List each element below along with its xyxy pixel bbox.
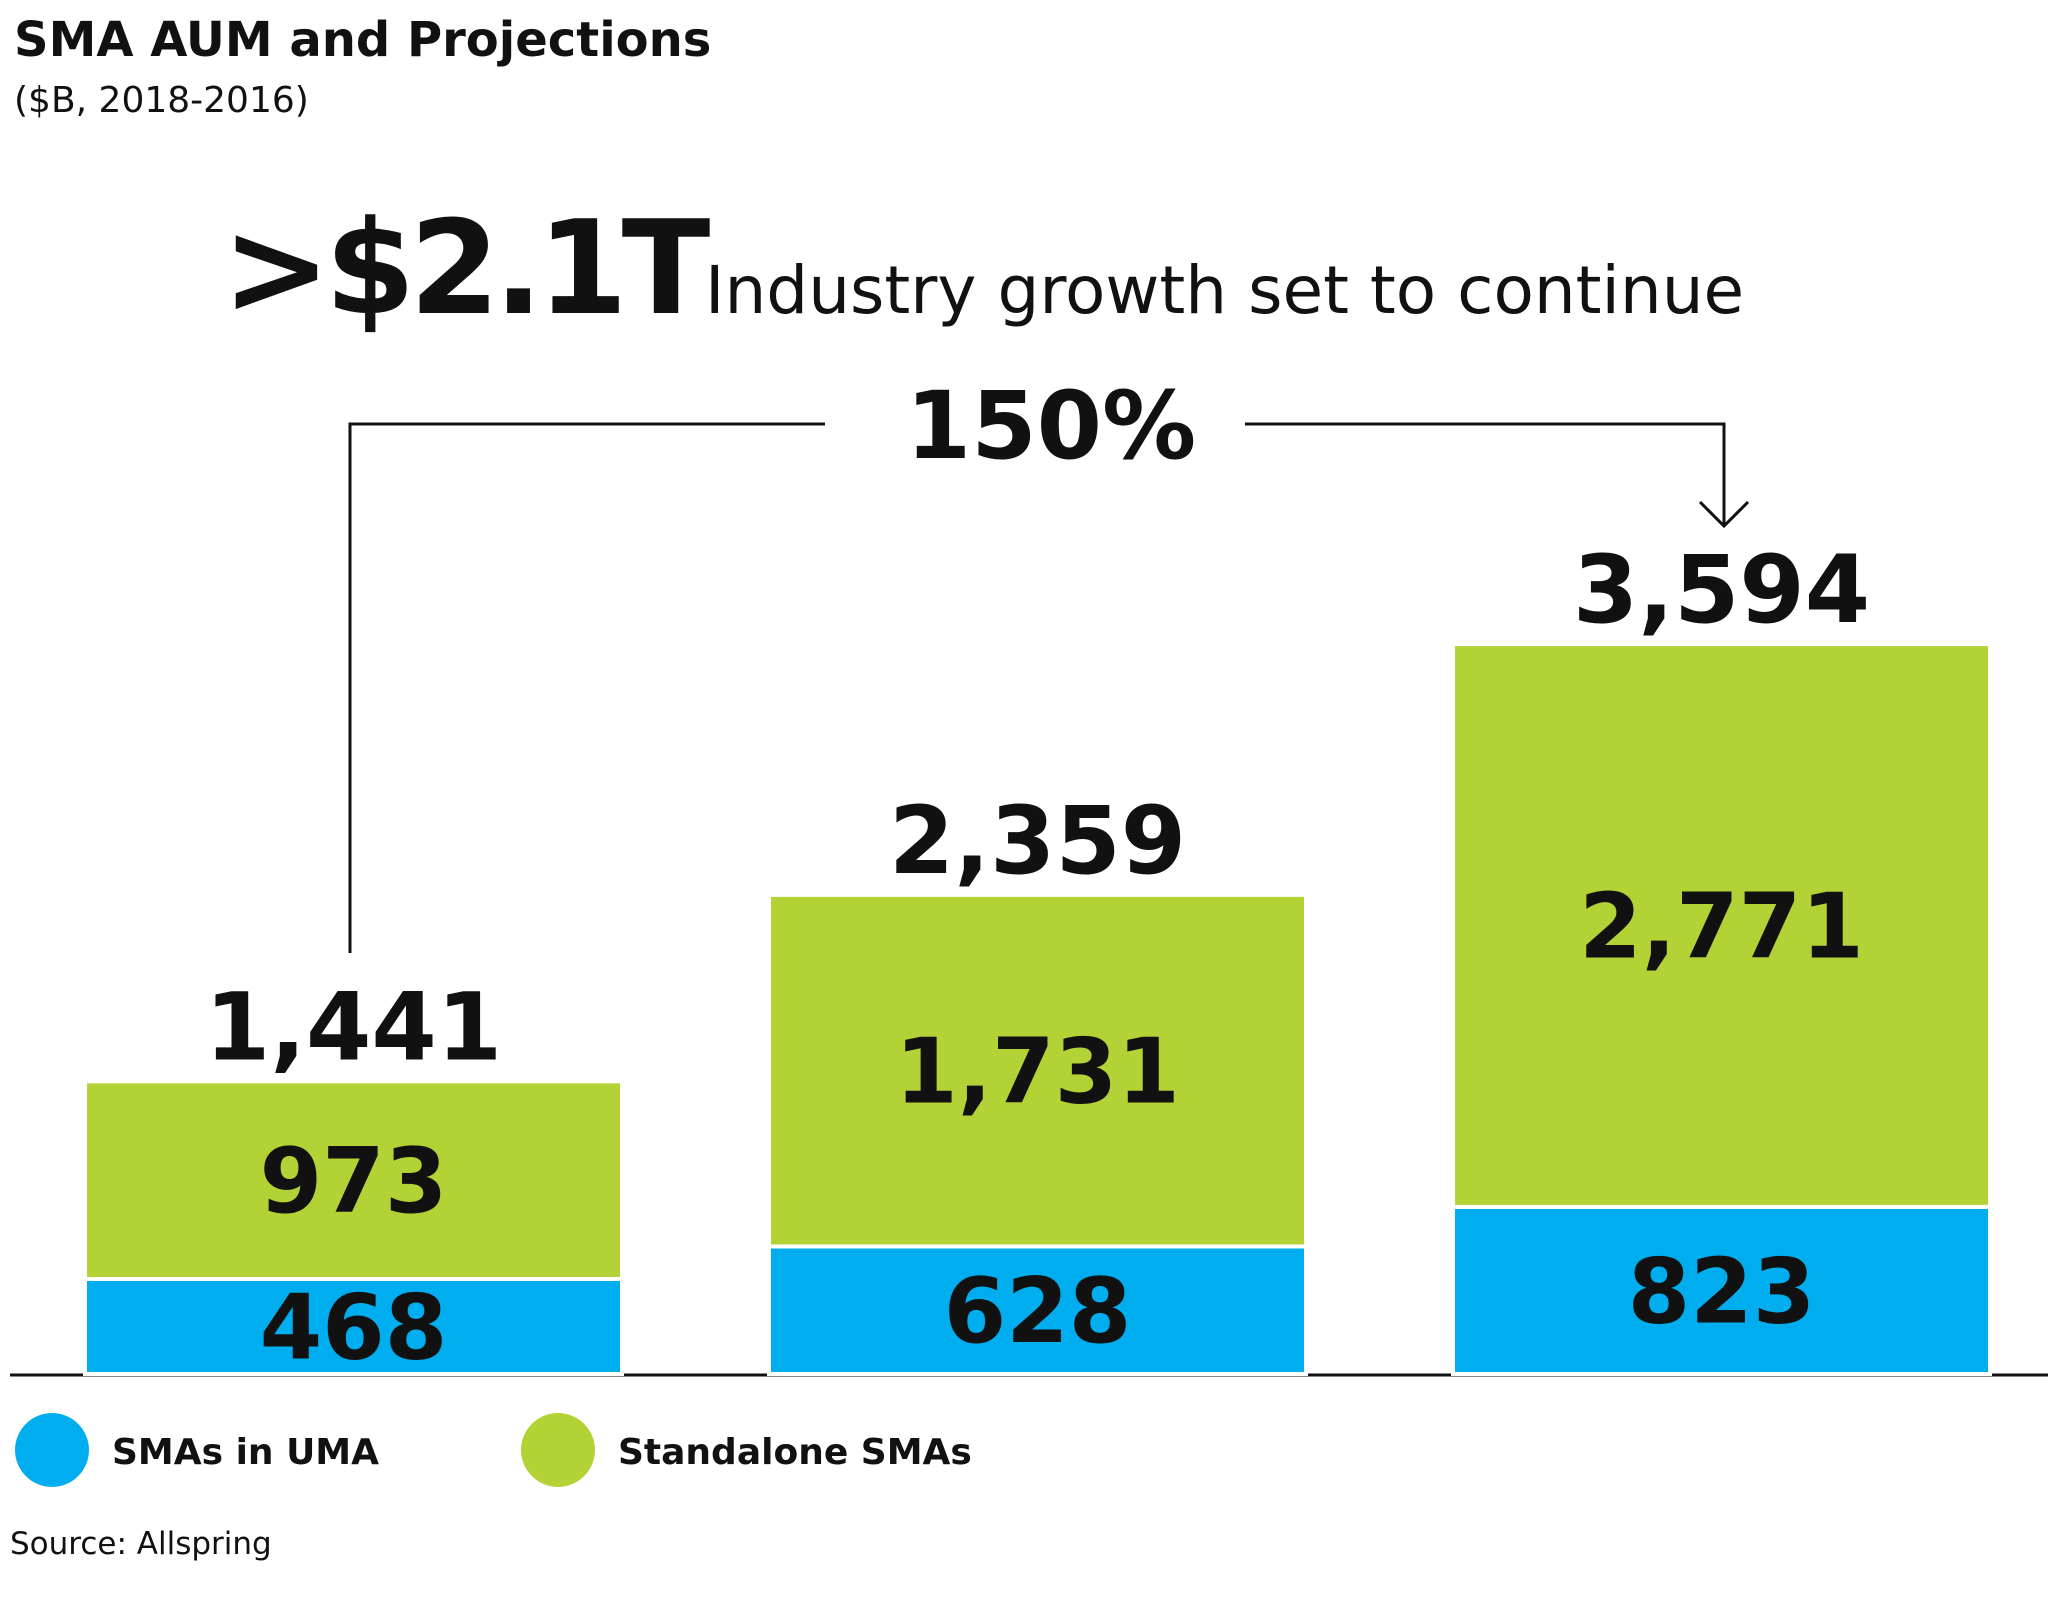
segment-label: 628 (944, 1259, 1132, 1364)
legend-swatch (15, 1413, 89, 1487)
total-label: 2,359 (889, 787, 1186, 896)
total-label: 1,441 (205, 973, 502, 1082)
legend-swatch (521, 1413, 595, 1487)
legend-label: Standalone SMAs (618, 1432, 972, 1473)
segment-label: 468 (260, 1275, 448, 1380)
bar-segment (83, 1276, 624, 1377)
bar-segment (1451, 642, 1992, 1209)
total-label: 3,594 (1573, 536, 1870, 645)
bar-segment (83, 1079, 624, 1281)
segment-label: 1,731 (895, 1020, 1180, 1125)
headline: >$2.1T (222, 192, 710, 344)
bar-segment (1451, 1204, 1992, 1377)
arrow-head (1698, 500, 1750, 529)
chart-title: SMA AUM and Projections (14, 12, 711, 68)
chart-subtitle: ($B, 2018-2016) (14, 80, 309, 121)
bracket-right (1245, 422, 1726, 526)
source: Source: Allspring (10, 1526, 272, 1562)
headline-text: Industry growth set to continue (705, 252, 1744, 329)
bar-segment (767, 1244, 1308, 1377)
segment-label: 2,771 (1579, 874, 1864, 979)
segment-label: 973 (260, 1129, 448, 1234)
legend-label: SMAs in UMA (112, 1432, 379, 1473)
bar-segment (767, 892, 1308, 1249)
segment-label: 823 (1628, 1239, 1816, 1344)
bracket-left (348, 422, 825, 953)
growth-annotation: 150% (906, 372, 1196, 481)
